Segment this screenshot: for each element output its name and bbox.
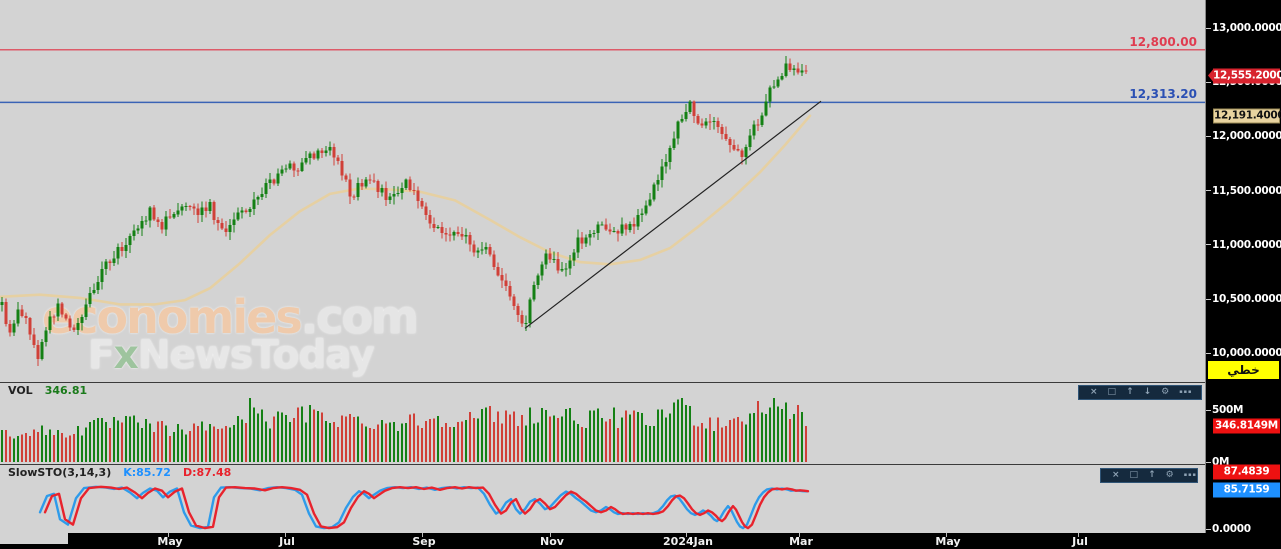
time-tick-mark (550, 533, 551, 537)
panel-separator[interactable] (0, 382, 1206, 383)
time-tick-label: Jul (1072, 535, 1088, 548)
maximize-icon[interactable]: □ (1107, 387, 1117, 397)
price-tick-label: 13,000.0000 (1206, 22, 1281, 34)
maximize-icon[interactable]: □ (1129, 470, 1139, 480)
last-price-label: 12,555.2000 (1208, 68, 1281, 84)
time-tick-label: May (157, 535, 183, 548)
sto-panel-header: SlowSTO(3,14,3) K:85.72 D:87.48 (8, 466, 243, 479)
time-axis-corner-notch (0, 533, 68, 544)
sto-d-line (43, 485, 810, 530)
resistance-line-label: 12,800.00 (1129, 34, 1197, 49)
volume-panel-header: VOL 346.81 (8, 384, 99, 397)
panel-separator[interactable] (0, 464, 1206, 465)
candlestick-series (0, 56, 808, 366)
price-axis[interactable]: 13,000.000012,500.000012,000.000011,500.… (1206, 0, 1281, 549)
time-tick-label: 2024Jan (663, 535, 713, 548)
price-tick-label: 10,500.0000 (1206, 293, 1281, 305)
time-tick-label: Jul (279, 535, 295, 548)
time-tick-label: Nov (540, 535, 564, 548)
volume-value-label: 346.8149M (1213, 418, 1280, 434)
sto-d-value-label: 87.4839 (1213, 464, 1280, 480)
move-up-icon[interactable]: ↑ (1148, 470, 1156, 480)
chart-canvas[interactable] (0, 0, 1206, 533)
time-axis[interactable]: May Jul Sep Nov 2024Jan Mar May Jul (0, 533, 1281, 549)
volume-indicator-value: 346.81 (44, 384, 88, 397)
time-tick-label: Mar (789, 535, 813, 548)
ma-value-label: 12,191.4000 (1213, 108, 1281, 124)
volume-tick-label: 500M (1206, 404, 1243, 416)
time-tick-mark (799, 533, 800, 537)
volume-bars (1, 398, 807, 462)
sto-panel-toolbar: × □ ↑ ⚙ ▪▪▪ (1100, 468, 1198, 483)
trendline[interactable] (524, 100, 822, 329)
move-down-icon[interactable]: ↓ (1143, 387, 1152, 397)
price-tick-label: 11,000.0000 (1206, 239, 1281, 251)
sto-k-value-label: 85.7159 (1213, 482, 1280, 498)
time-tick-mark (285, 533, 286, 537)
close-icon[interactable]: × (1112, 470, 1120, 480)
time-tick-mark (422, 533, 423, 537)
time-tick-mark (1078, 533, 1079, 537)
sto-indicator-label: SlowSTO(3,14,3) (8, 466, 112, 479)
move-up-icon[interactable]: ↑ (1126, 387, 1134, 397)
time-tick-mark (686, 533, 687, 537)
time-tick-label: Sep (412, 535, 436, 548)
more-options-icon[interactable]: ▪▪▪ (1183, 472, 1197, 478)
price-tick-label: 11,500.0000 (1206, 185, 1281, 197)
moving-average-line (0, 114, 812, 306)
sto-d-value: D:87.48 (182, 466, 232, 479)
time-tick-mark (946, 533, 947, 537)
settings-gear-icon[interactable]: ⚙ (1161, 387, 1170, 397)
volume-panel-toolbar: × □ ↑ ↓ ⚙ ▪▪▪ (1078, 385, 1202, 400)
more-options-icon[interactable]: ▪▪▪ (1179, 389, 1193, 395)
watermark-tagline: FxNewsToday (88, 333, 375, 378)
sto-k-value: K:85.72 (123, 466, 171, 479)
sto-tick-label: 0.0000 (1206, 523, 1251, 535)
volume-indicator-label: VOL (8, 384, 33, 397)
time-tick-mark (168, 533, 169, 537)
price-tick-label: 10,000.0000 (1206, 347, 1281, 359)
time-tick-label: May (935, 535, 961, 548)
price-tick-label: 12,000.0000 (1206, 130, 1281, 142)
close-icon[interactable]: × (1090, 387, 1098, 397)
settings-gear-icon[interactable]: ⚙ (1165, 470, 1174, 480)
scale-mode-button[interactable]: خطي (1208, 361, 1279, 379)
support-line-label: 12,313.20 (1129, 87, 1197, 102)
